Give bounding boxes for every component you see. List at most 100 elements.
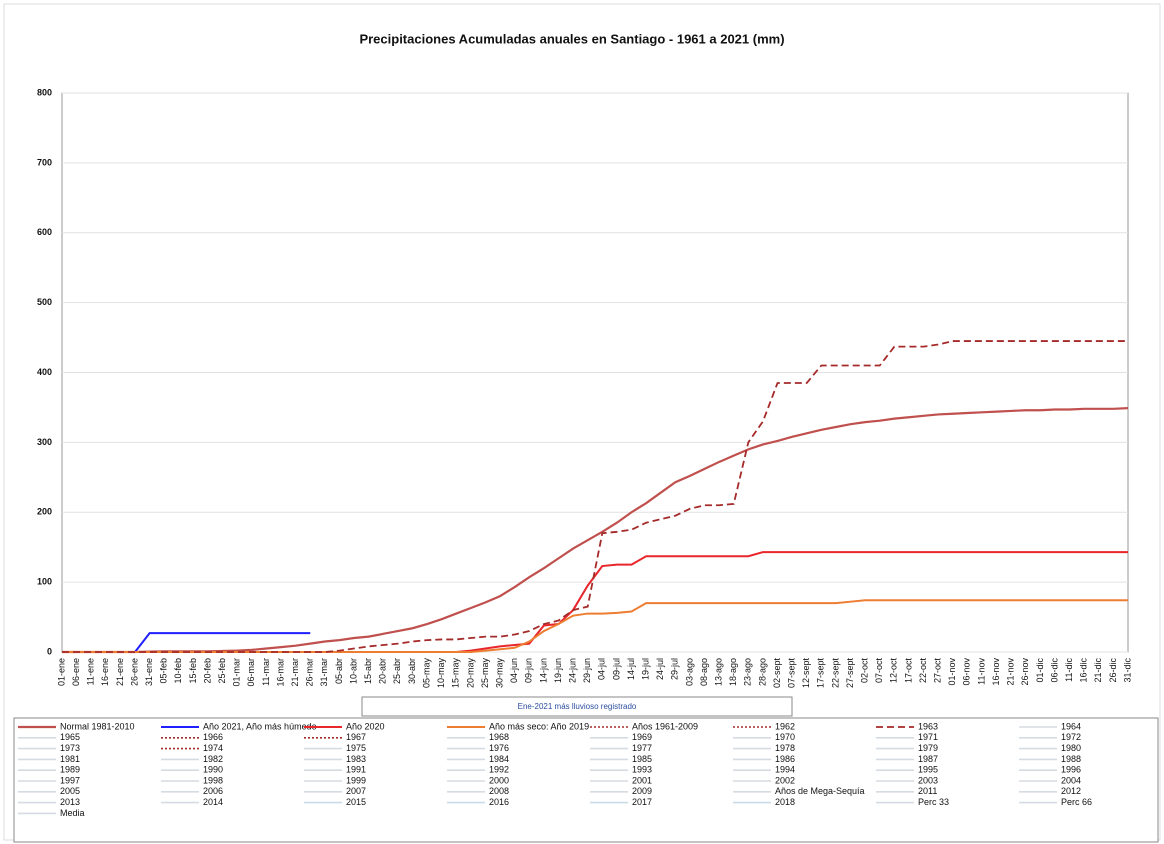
legend-label: 1987	[918, 754, 938, 764]
series-line	[62, 599, 1128, 653]
y-tick-label: 100	[37, 577, 52, 587]
x-tick-label: 25-feb	[217, 658, 227, 684]
legend-label: 2009	[632, 786, 652, 796]
x-tick-label: 27-sept	[845, 658, 855, 689]
x-tick-label: 31-ene	[144, 658, 154, 686]
legend-label: 1968	[489, 732, 509, 742]
legend-label: 2006	[203, 786, 223, 796]
x-tick-label: 15-feb	[188, 658, 198, 684]
legend-label: 1983	[346, 754, 366, 764]
x-tick-label: 19-jul	[640, 658, 650, 680]
legend-label: 1976	[489, 743, 509, 753]
legend-label: 1977	[632, 743, 652, 753]
x-tick-label: 05-may	[421, 658, 431, 689]
x-tick-label: 24-jul	[655, 658, 665, 680]
x-tick-label: 13-ago	[713, 658, 723, 686]
x-tick-label: 07-oct	[874, 658, 884, 684]
legend-label: 2015	[346, 797, 366, 807]
legend-label: 1978	[775, 743, 795, 753]
y-tick-label: 700	[37, 157, 52, 167]
y-tick-label: 200	[37, 507, 52, 517]
y-tick-label: 0	[47, 646, 52, 656]
x-tick-label: 11-ene	[86, 658, 96, 685]
series-line	[62, 340, 1128, 653]
legend-label: 1996	[1061, 765, 1081, 775]
legend-label: 2011	[918, 786, 937, 796]
y-tick-label: 400	[37, 367, 52, 377]
x-tick-label: 26-nov	[1020, 658, 1030, 686]
x-tick-label: 10-feb	[173, 658, 183, 684]
annotation-box	[361, 696, 793, 717]
x-tick-label: 26-ene	[129, 658, 139, 686]
series-line	[62, 632, 311, 653]
legend-label: 1962	[775, 721, 795, 731]
x-tick-label: 14-jun	[538, 658, 548, 683]
x-tick-label: 19-jun	[553, 658, 563, 683]
x-tick-label: 21-dic	[1093, 658, 1103, 683]
legend-label: 2007	[346, 786, 366, 796]
legend-label: 2002	[775, 775, 795, 785]
legend-label: 2003	[918, 775, 938, 785]
legend-label: 2012	[1061, 786, 1081, 796]
legend-label: Año 2020	[346, 721, 385, 731]
legend-label: 1986	[775, 754, 795, 764]
legend-label: Años de Mega-Sequía	[775, 786, 865, 796]
legend-label: 1993	[632, 765, 652, 775]
x-tick-label: 28-ago	[757, 658, 767, 686]
y-tick-label: 300	[37, 437, 52, 447]
legend-label: 2017	[632, 797, 652, 807]
legend-label: 1985	[632, 754, 652, 764]
legend-label: Años 1961-2009	[632, 721, 698, 731]
legend-label: 1980	[1061, 743, 1081, 753]
x-tick-label: 30-may	[494, 658, 504, 689]
x-tick-label: 22-sept	[830, 658, 840, 689]
x-tick-label: 05-feb	[159, 658, 169, 684]
legend-label: 1984	[489, 754, 509, 764]
legend-label: 2014	[203, 797, 223, 807]
x-tick-label: 01-ene	[56, 658, 66, 686]
x-tick-label: 06-ene	[71, 658, 81, 686]
x-tick-label: 16-ene	[100, 658, 110, 686]
legend-label: 1972	[1061, 732, 1081, 742]
y-tick-label: 600	[37, 227, 52, 237]
y-tick-label: 800	[37, 87, 52, 97]
x-tick-label: 29-jun	[582, 658, 592, 683]
x-tick-label: 04-jun	[509, 658, 519, 683]
legend-label: 1990	[203, 765, 223, 775]
x-tick-label: 24-jun	[567, 658, 577, 683]
x-tick-label: 21-ene	[115, 658, 125, 686]
x-tick-label: 21-mar	[290, 658, 300, 687]
x-tick-label: 17-sept	[816, 658, 826, 689]
legend-label: 1966	[203, 732, 223, 742]
legend-label: 1970	[775, 732, 795, 742]
x-tick-label: 09-jul	[611, 658, 621, 680]
legend-label: 1994	[775, 765, 795, 775]
x-tick-label: 12-sept	[801, 658, 811, 689]
x-tick-label: 07-sept	[787, 658, 797, 689]
legend-label: 1997	[60, 775, 80, 785]
legend-label: 1967	[346, 732, 366, 742]
x-tick-label: 04-jul	[597, 658, 607, 680]
x-tick-label: 23-ago	[743, 658, 753, 686]
legend-box	[13, 717, 1159, 843]
legend-label: 1991	[346, 765, 366, 775]
x-tick-label: 20-feb	[202, 658, 212, 684]
legend-label: 1992	[489, 765, 509, 775]
legend-label: 1998	[203, 775, 223, 785]
x-tick-label: 01-dic	[1035, 658, 1045, 683]
x-tick-label: 14-jul	[626, 658, 636, 680]
x-tick-label: 18-ago	[728, 658, 738, 686]
x-tick-label: 01-nov	[947, 658, 957, 686]
x-tick-label: 31-mar	[319, 658, 329, 687]
legend-label: 1981	[60, 754, 80, 764]
series-line	[62, 407, 1129, 654]
legend-label: Año más seco: Año 2019	[489, 721, 589, 731]
legend-label: 2018	[775, 797, 795, 807]
legend-label: Perc 66	[1061, 797, 1092, 807]
chart-title: Precipitaciones Acumuladas anuales en Sa…	[359, 31, 784, 46]
legend-label: 2016	[489, 797, 509, 807]
x-tick-label: 11-dic	[1064, 658, 1074, 682]
legend-label: 2008	[489, 786, 509, 796]
legend-label: 1965	[60, 732, 80, 742]
